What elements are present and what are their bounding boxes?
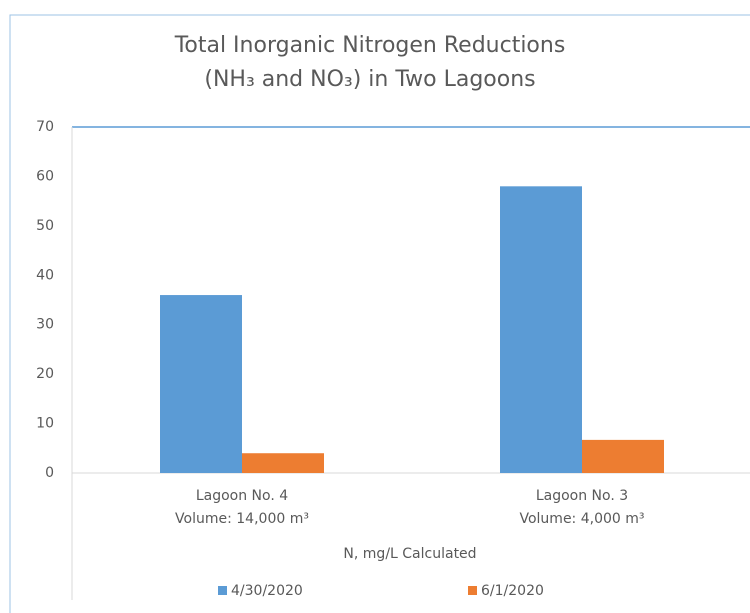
chart-frame	[9, 14, 750, 613]
y-tick-label: 10	[36, 416, 54, 432]
bar	[582, 439, 664, 473]
x-tick-label: Lagoon No. 4	[196, 488, 288, 504]
legend-label: 4/30/2020	[231, 583, 303, 599]
y-tick-label: 50	[36, 218, 54, 234]
x-tick-label: Volume: 4,000 m³	[519, 511, 644, 527]
bar	[242, 453, 324, 473]
legend-swatch	[218, 586, 227, 595]
bar	[500, 186, 582, 474]
legend-label: 6/1/2020	[481, 583, 544, 599]
chart-title: (NH₃ and NO₃) in Two Lagoons	[204, 67, 535, 92]
y-tick-label: 30	[36, 317, 54, 333]
y-tick-label: 70	[36, 119, 54, 135]
y-tick-label: 40	[36, 267, 54, 283]
legend-swatch	[468, 586, 477, 595]
x-tick-label: Lagoon No. 3	[536, 488, 628, 504]
bar	[160, 295, 242, 473]
y-tick-label: 0	[45, 465, 54, 481]
chart-title: Total Inorganic Nitrogen Reductions	[174, 33, 566, 58]
y-tick-label: 60	[36, 168, 54, 184]
x-tick-label: Volume: 14,000 m³	[175, 511, 309, 527]
x-axis-title: N, mg/L Calculated	[343, 546, 476, 562]
y-tick-label: 20	[36, 366, 54, 382]
